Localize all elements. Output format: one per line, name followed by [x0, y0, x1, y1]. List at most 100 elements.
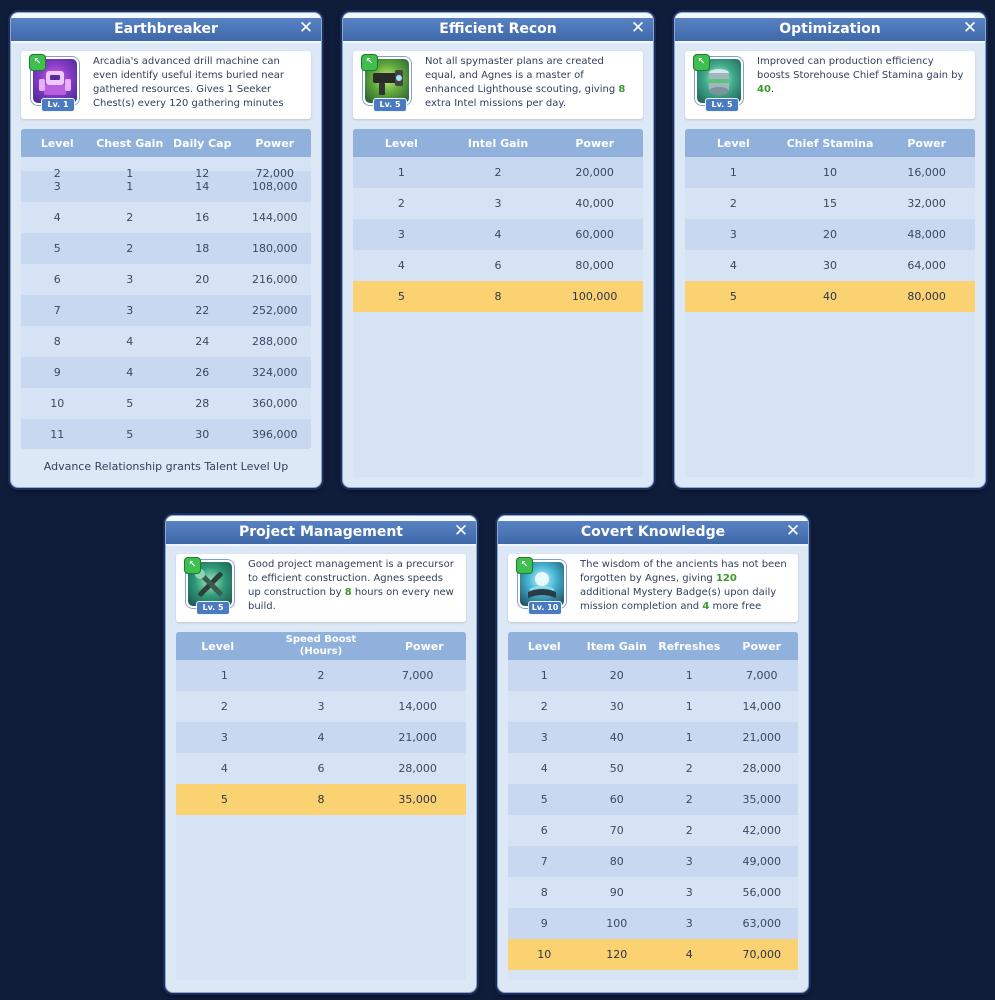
col-refreshes: Refreshes: [658, 639, 721, 653]
table-cell: 2: [220, 700, 228, 713]
table-cell: 3: [540, 731, 548, 744]
table-row: 1 10 16,000: [685, 157, 975, 188]
table-cell: 16,000: [907, 166, 946, 179]
table-cell: 120: [606, 948, 628, 961]
table-cell: 2: [729, 197, 737, 210]
table-cell: 32,000: [907, 197, 946, 210]
table-cell: 1: [397, 166, 405, 179]
description-part: Not all spymaster plans are created equa…: [425, 56, 619, 95]
table-body: 1 10 16,000 2 15 32,000 3 20 48,000 4 30 64,000 5 40 8…: [685, 157, 975, 312]
table-cell: 4: [317, 731, 325, 744]
table-cell: 3: [397, 228, 405, 241]
table-cell: 324,000: [252, 366, 298, 379]
pin-icon: ↖: [361, 54, 378, 71]
project-management-panel: Project Management ✕ ↖ Lv. 5 Good projec…: [165, 515, 477, 993]
table-cell: 80,000: [575, 259, 614, 272]
highlight-value: 8: [618, 84, 626, 95]
table-row: 1 2 20,000: [353, 157, 643, 188]
table-cell: 3: [53, 180, 61, 193]
col-level: Level: [201, 639, 235, 653]
col-level: Level: [716, 136, 750, 150]
panel-header: Project Management ✕: [166, 516, 476, 546]
table-cell: 3: [685, 886, 693, 899]
table-cell: 7,000: [746, 669, 778, 682]
table-cell: 100: [606, 917, 628, 930]
table-row: 6 70 2 42,000: [508, 815, 798, 846]
table-cell: 5: [126, 397, 134, 410]
table-row: 4 6 80,000: [353, 250, 643, 281]
col-level: Level: [527, 639, 561, 653]
col-power: Power: [742, 639, 782, 653]
table-cell: 21,000: [398, 731, 437, 744]
table-cell: 20: [609, 669, 624, 682]
talent-description: ↖ Lv. 5 Not all spymaster plans are crea…: [353, 51, 643, 119]
panel-title: Earthbreaker: [114, 21, 218, 37]
table-cell: 10: [50, 397, 65, 410]
close-icon[interactable]: ✕: [630, 18, 646, 38]
close-icon[interactable]: ✕: [785, 521, 801, 541]
close-icon[interactable]: ✕: [962, 18, 978, 38]
table-cell: 5: [540, 793, 548, 806]
col-chest-gain: Chest Gain: [96, 136, 164, 150]
footer-note: Advance Relationship grants Talent Level…: [43, 460, 289, 473]
description-part: additional Mystery Badge(s) upon daily m…: [580, 587, 777, 612]
close-icon[interactable]: ✕: [298, 18, 314, 38]
table-cell: 4: [126, 335, 134, 348]
table-cell: 49,000: [742, 855, 782, 868]
table-cell: 21,000: [742, 731, 782, 744]
table-row: 3 1 14 108,000: [21, 171, 311, 202]
level-badge: Lv. 5: [196, 601, 230, 615]
table-cell: 4: [397, 259, 405, 272]
panel-title: Covert Knowledge: [580, 524, 726, 540]
table-row: 4 2 16 144,000: [21, 202, 311, 233]
talent-description: ↖ Lv. 5 Improved can production efficien…: [685, 51, 975, 119]
table-cell: 35,000: [742, 793, 782, 806]
panel-header: Covert Knowledge ✕: [498, 516, 808, 546]
table-cell: 15: [823, 197, 837, 210]
col-power: Power: [404, 639, 444, 653]
col-chief-stamina: Chief Stamina: [786, 136, 874, 150]
table-row: 5 60 2 35,000: [508, 784, 798, 815]
table-cell: 60,000: [575, 228, 614, 241]
table-cell: 1: [540, 669, 548, 682]
table-cell: 6: [494, 259, 502, 272]
table-cell: 1: [220, 669, 228, 682]
table-cell: 16: [195, 211, 210, 224]
table-cell: 14,000: [398, 700, 437, 713]
highlight-value: 120: [715, 573, 737, 584]
table-cell: 9: [53, 366, 61, 379]
table-cell: 22: [195, 304, 210, 317]
table-scroll-area[interactable]: 2 1 12 72,000 3 1 14 108,000 4 2 16 144,000 5 2 18…: [21, 157, 311, 449]
panel-header: Efficient Recon ✕: [343, 13, 653, 43]
table-row: 9 100 3 63,000: [508, 908, 798, 939]
table-cell: 60: [609, 793, 624, 806]
description-part: The wisdom of the ancients has not been …: [580, 559, 787, 584]
description-text: Good project management is a precursor t…: [248, 558, 456, 614]
table-row: 5 40 80,000: [685, 281, 975, 312]
talent-description: ↖ Lv. 10 The wisdom of the ancients has …: [508, 554, 798, 622]
table-cell: 6: [53, 273, 61, 286]
description-part: more free refreshes at: [712, 601, 762, 612]
talent-description: ↖ Lv. 1 Arcadia's advanced drill machine…: [21, 51, 311, 119]
table-cell: 28: [195, 397, 210, 410]
cell: 72,000: [255, 167, 295, 180]
table-cell: 70: [609, 824, 624, 837]
table-cell: 7,000: [401, 669, 434, 682]
table-cell: 2: [685, 762, 693, 775]
table-cell: 14,000: [742, 700, 782, 713]
col-speed-boost: Speed Boost (Hours): [285, 634, 357, 657]
panel-header: Earthbreaker ✕: [11, 13, 321, 43]
table-cell: 216,000: [252, 273, 298, 286]
table-cell: 56,000: [742, 886, 782, 899]
table-cell: 11: [50, 428, 65, 441]
talent-table: Level Intel Gain Power 1 2 20,000 2 3 40,000 3…: [353, 129, 643, 477]
table-cell: 70,000: [742, 948, 782, 961]
highlight-value: 8: [344, 587, 352, 598]
panel-title: Project Management: [239, 524, 403, 540]
table-cell: 8: [53, 335, 61, 348]
table-cell: 10: [537, 948, 552, 961]
table-cell: 3: [126, 304, 134, 317]
panel-title: Efficient Recon: [439, 21, 557, 37]
close-icon[interactable]: ✕: [453, 521, 469, 541]
table-cell: 26: [195, 366, 210, 379]
